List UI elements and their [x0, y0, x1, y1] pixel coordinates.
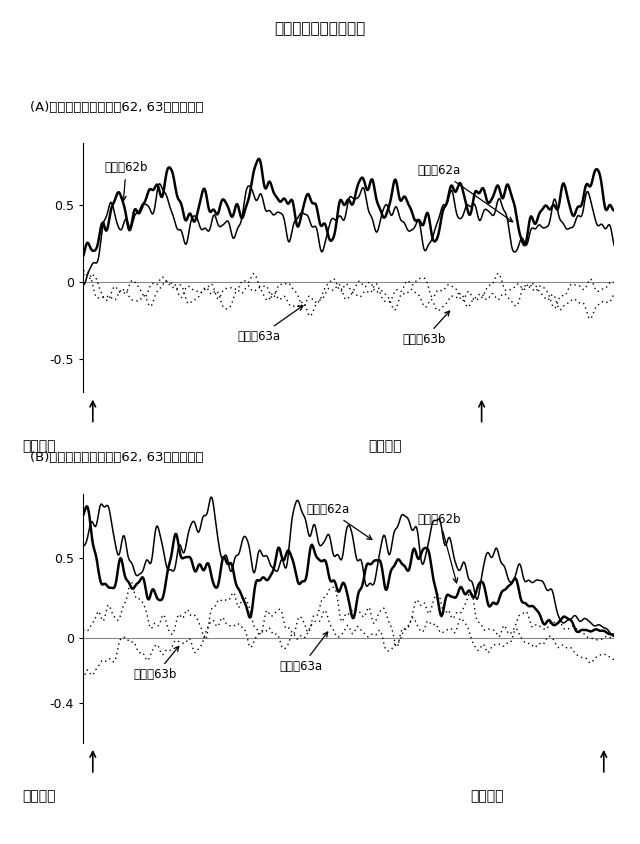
Text: 歪セン63a: 歪セン63a: [280, 632, 328, 674]
Text: 全閉状態: 全閉状態: [22, 789, 56, 803]
Text: 開閉機固定ボルト弛み: 開閉機固定ボルト弛み: [275, 21, 365, 36]
Text: 全閉状態: 全閉状態: [368, 439, 401, 453]
Text: 歪セン62b: 歪セン62b: [418, 512, 461, 583]
Text: 全開状態: 全開状態: [470, 789, 504, 803]
Text: (B)開動作時の歪センサ62, 63の検出信号: (B)開動作時の歪センサ62, 63の検出信号: [30, 451, 204, 464]
Text: 歪セン62a: 歪セン62a: [418, 165, 513, 222]
Text: 歪セン62a: 歪セン62a: [307, 503, 372, 539]
Text: (A)閉動作時の歪センサ62, 63の検出信号: (A)閉動作時の歪センサ62, 63の検出信号: [30, 100, 204, 114]
Text: 歪セン63b: 歪セン63b: [402, 311, 449, 346]
Text: 歪セン63a: 歪セン63a: [237, 306, 303, 344]
Text: 全開状態: 全開状態: [22, 439, 56, 453]
Text: 歪セン62b: 歪セン62b: [104, 161, 148, 201]
Text: 歪セン63b: 歪セン63b: [134, 647, 179, 681]
